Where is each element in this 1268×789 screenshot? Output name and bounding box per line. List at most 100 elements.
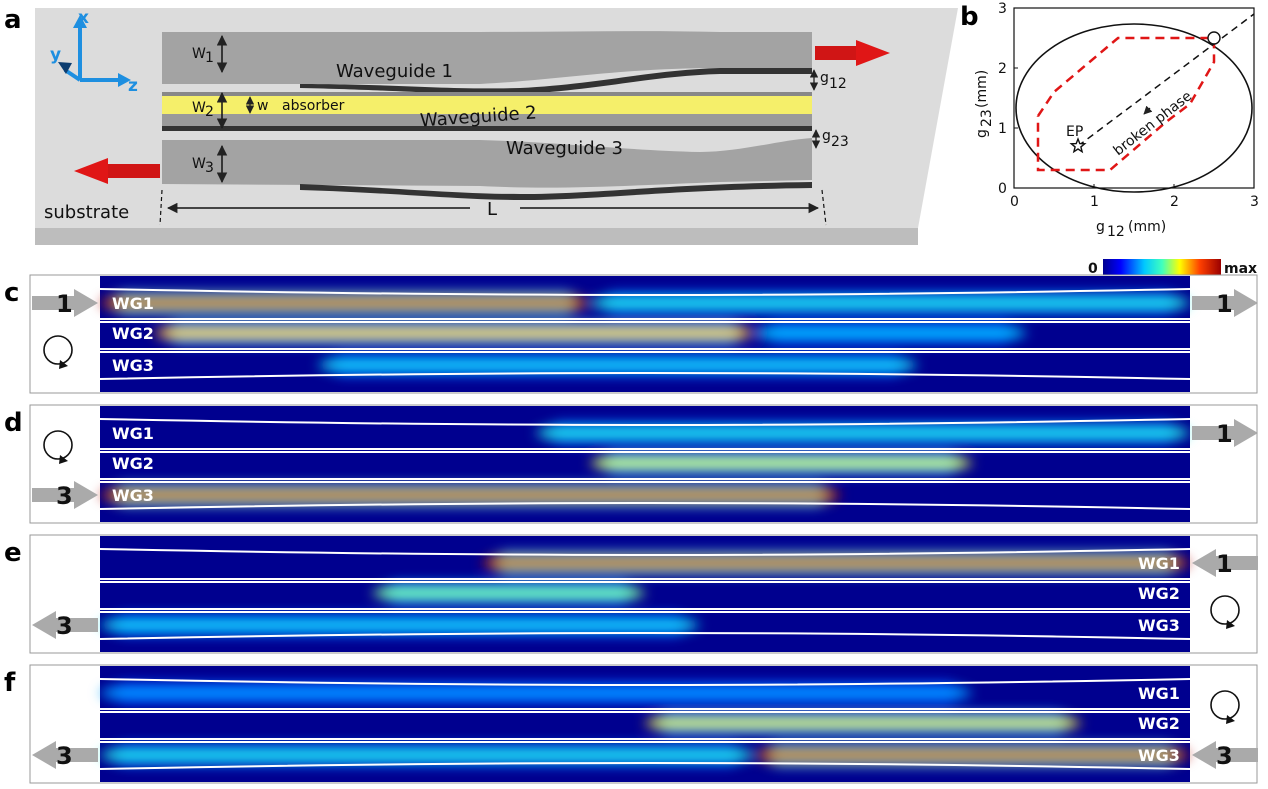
- axes-icon: x y z: [50, 8, 138, 96]
- port-number: 3: [56, 742, 73, 770]
- panel-label-e: e: [4, 538, 22, 568]
- circulation-icon: [43, 335, 73, 369]
- port-arrow: 3: [32, 741, 98, 770]
- y-tick-label: 3: [998, 1, 1007, 17]
- port-arrow: 1: [1192, 419, 1258, 448]
- length-label: L: [487, 199, 497, 220]
- length-marker: L: [159, 189, 827, 226]
- y-tick-label: 0: [998, 181, 1007, 197]
- field-intensity: [100, 422, 1190, 506]
- waveguide-1-edge: [300, 68, 812, 95]
- waveguide-2: [162, 114, 812, 126]
- axis-z-label: z: [128, 76, 138, 96]
- waveguide-boundary: [99, 502, 1191, 510]
- waveguide-boundary: [99, 288, 1191, 296]
- g23-sub: 23: [831, 134, 849, 150]
- port-number: 1: [56, 290, 73, 318]
- x-tick-label: 0: [1010, 194, 1019, 210]
- wg-label-1: WG1: [112, 424, 154, 443]
- wg-label-2: WG2: [1138, 714, 1180, 733]
- panel-label-d: d: [4, 408, 23, 438]
- x-axis-label: g: [1096, 219, 1105, 235]
- port-arrow: 1: [1192, 549, 1258, 578]
- waveguide-boundaries: [99, 418, 1191, 510]
- exceptional-boundary-ellipse: [1015, 23, 1253, 193]
- field-blob: [590, 300, 1190, 306]
- g12-sub: 12: [829, 76, 847, 92]
- x-axis-label-sub: 12: [1107, 224, 1125, 240]
- colorbar: 0 max: [1088, 259, 1257, 277]
- waveguide-boundary: [99, 678, 1191, 686]
- exceptional-line: [1077, 13, 1255, 147]
- wg-label-3: WG3: [1138, 616, 1180, 635]
- field-blob: [100, 752, 754, 758]
- x-tick-label: 2: [1170, 194, 1179, 210]
- waveguide-boundaries: [99, 288, 1191, 380]
- wg-label-2: WG2: [112, 454, 154, 473]
- plot-frame: [1013, 7, 1255, 189]
- ep-star-marker: [1069, 137, 1087, 154]
- waveguide-1-label: Waveguide 1: [336, 61, 453, 82]
- port-arrow: 3: [1192, 741, 1258, 770]
- colorbar-gradient: [1103, 259, 1221, 275]
- wg-label-3: WG3: [112, 486, 154, 505]
- panel-label-f: f: [4, 668, 16, 698]
- w1-label: W: [192, 46, 206, 62]
- g23-label: g: [822, 128, 831, 144]
- field-panel-c: c WG1 WG2 WG3 1 1: [4, 274, 1258, 394]
- ep-label: EP: [1066, 124, 1083, 140]
- field-blob: [754, 752, 1190, 758]
- y-axis-title: g 23 (mm): [974, 70, 995, 138]
- colorbar-min-label: 0: [1088, 261, 1098, 277]
- w3-sub: 3: [205, 160, 214, 176]
- endpoint-marker: [1207, 31, 1221, 45]
- wg-label-1: WG1: [1138, 554, 1180, 573]
- field-blob: [536, 430, 1190, 436]
- broken-phase-arrow: [1143, 105, 1153, 115]
- waveguide-boundaries: [99, 678, 1191, 770]
- port-number: 1: [1216, 290, 1233, 318]
- waveguide-boundaries: [99, 548, 1191, 640]
- port-arrow: 1: [1192, 289, 1258, 318]
- field-blob: [154, 330, 754, 336]
- waveguide-boundary: [99, 418, 1191, 426]
- field-blob: [754, 330, 1027, 336]
- y-tick-label: 1: [998, 121, 1007, 137]
- field-panel-f: f WG1 WG2 WG3 3 3: [4, 664, 1258, 784]
- panel-label-a: a: [4, 5, 22, 35]
- field-blob: [645, 720, 1081, 726]
- field-blob: [318, 362, 918, 368]
- waveguide-boundary: [99, 762, 1191, 770]
- port-number: 3: [56, 612, 73, 640]
- field-blob: [100, 300, 591, 306]
- x-tick-label: 3: [1250, 194, 1259, 210]
- panel-label-c: c: [4, 278, 19, 308]
- absorber-label: absorber: [282, 98, 345, 114]
- axis-ticks: 0 1 2 3 0 1 2 3: [998, 1, 1259, 210]
- output-arrow: [815, 40, 890, 66]
- field-panels: c WG1 WG2 WG3 1 1 d WG1 WG2 WG3 3 1 e WG1 WG2 WG3 1 3 f WG1…: [4, 274, 1258, 784]
- waveguide-boundary: [99, 548, 1191, 556]
- substrate-label: substrate: [44, 202, 129, 223]
- field-panel-d: d WG1 WG2 WG3 3 1: [4, 404, 1258, 524]
- wg-label-2: WG2: [112, 324, 154, 343]
- substrate-edge: [35, 228, 918, 245]
- waveguide-3-edge: [300, 182, 812, 200]
- axis-y-label: y: [50, 45, 61, 65]
- field-blob: [372, 590, 645, 596]
- circulation-icon: [1210, 595, 1240, 629]
- w1-sub: 1: [205, 50, 214, 66]
- field-intensity: [100, 552, 1190, 636]
- field-blob: [100, 492, 842, 498]
- waveguide-boundary: [99, 372, 1191, 380]
- w3-label: W: [192, 156, 206, 172]
- circulation-icon: [1210, 690, 1240, 724]
- field-intensity: [100, 292, 1190, 376]
- port-number: 1: [1216, 550, 1233, 578]
- field-intensity: [100, 682, 1190, 766]
- port-number: 1: [1216, 420, 1233, 448]
- wg-label-3: WG3: [112, 356, 154, 375]
- y-axis-unit: (mm): [974, 70, 990, 108]
